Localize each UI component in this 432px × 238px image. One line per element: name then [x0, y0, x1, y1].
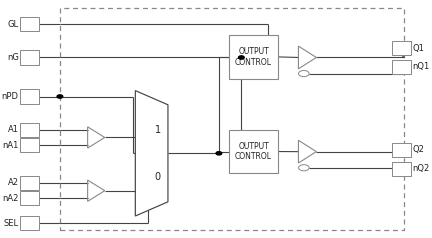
Text: SEL: SEL [3, 219, 19, 228]
Circle shape [238, 56, 244, 59]
Text: nQ2: nQ2 [413, 164, 430, 173]
Bar [229, 130, 278, 174]
Bar [20, 89, 39, 104]
Text: Q1: Q1 [413, 44, 425, 53]
Bar [20, 17, 39, 31]
Text: OUTPUT
CONTROL: OUTPUT CONTROL [235, 142, 272, 161]
Bar [20, 123, 39, 137]
Bar [229, 35, 278, 79]
Text: A2: A2 [8, 178, 19, 187]
Circle shape [57, 95, 63, 98]
Text: nG: nG [7, 53, 19, 62]
Bar [20, 176, 39, 190]
Bar [392, 162, 411, 176]
Bar [20, 50, 39, 64]
Text: GL: GL [8, 20, 19, 29]
Text: 1: 1 [155, 125, 161, 135]
Text: nA2: nA2 [2, 194, 19, 203]
Bar [392, 60, 411, 74]
Text: nA1: nA1 [2, 140, 19, 149]
Text: OUTPUT
CONTROL: OUTPUT CONTROL [235, 47, 272, 67]
Text: nQ1: nQ1 [413, 62, 430, 71]
Text: nPD: nPD [2, 92, 19, 101]
Bar [392, 41, 411, 55]
Bar [20, 138, 39, 152]
Text: Q2: Q2 [413, 145, 425, 154]
Bar [60, 8, 404, 230]
Circle shape [216, 152, 222, 155]
Bar [20, 191, 39, 205]
Text: A1: A1 [8, 125, 19, 134]
Text: 0: 0 [155, 172, 161, 182]
Bar [20, 216, 39, 230]
Bar [392, 143, 411, 157]
